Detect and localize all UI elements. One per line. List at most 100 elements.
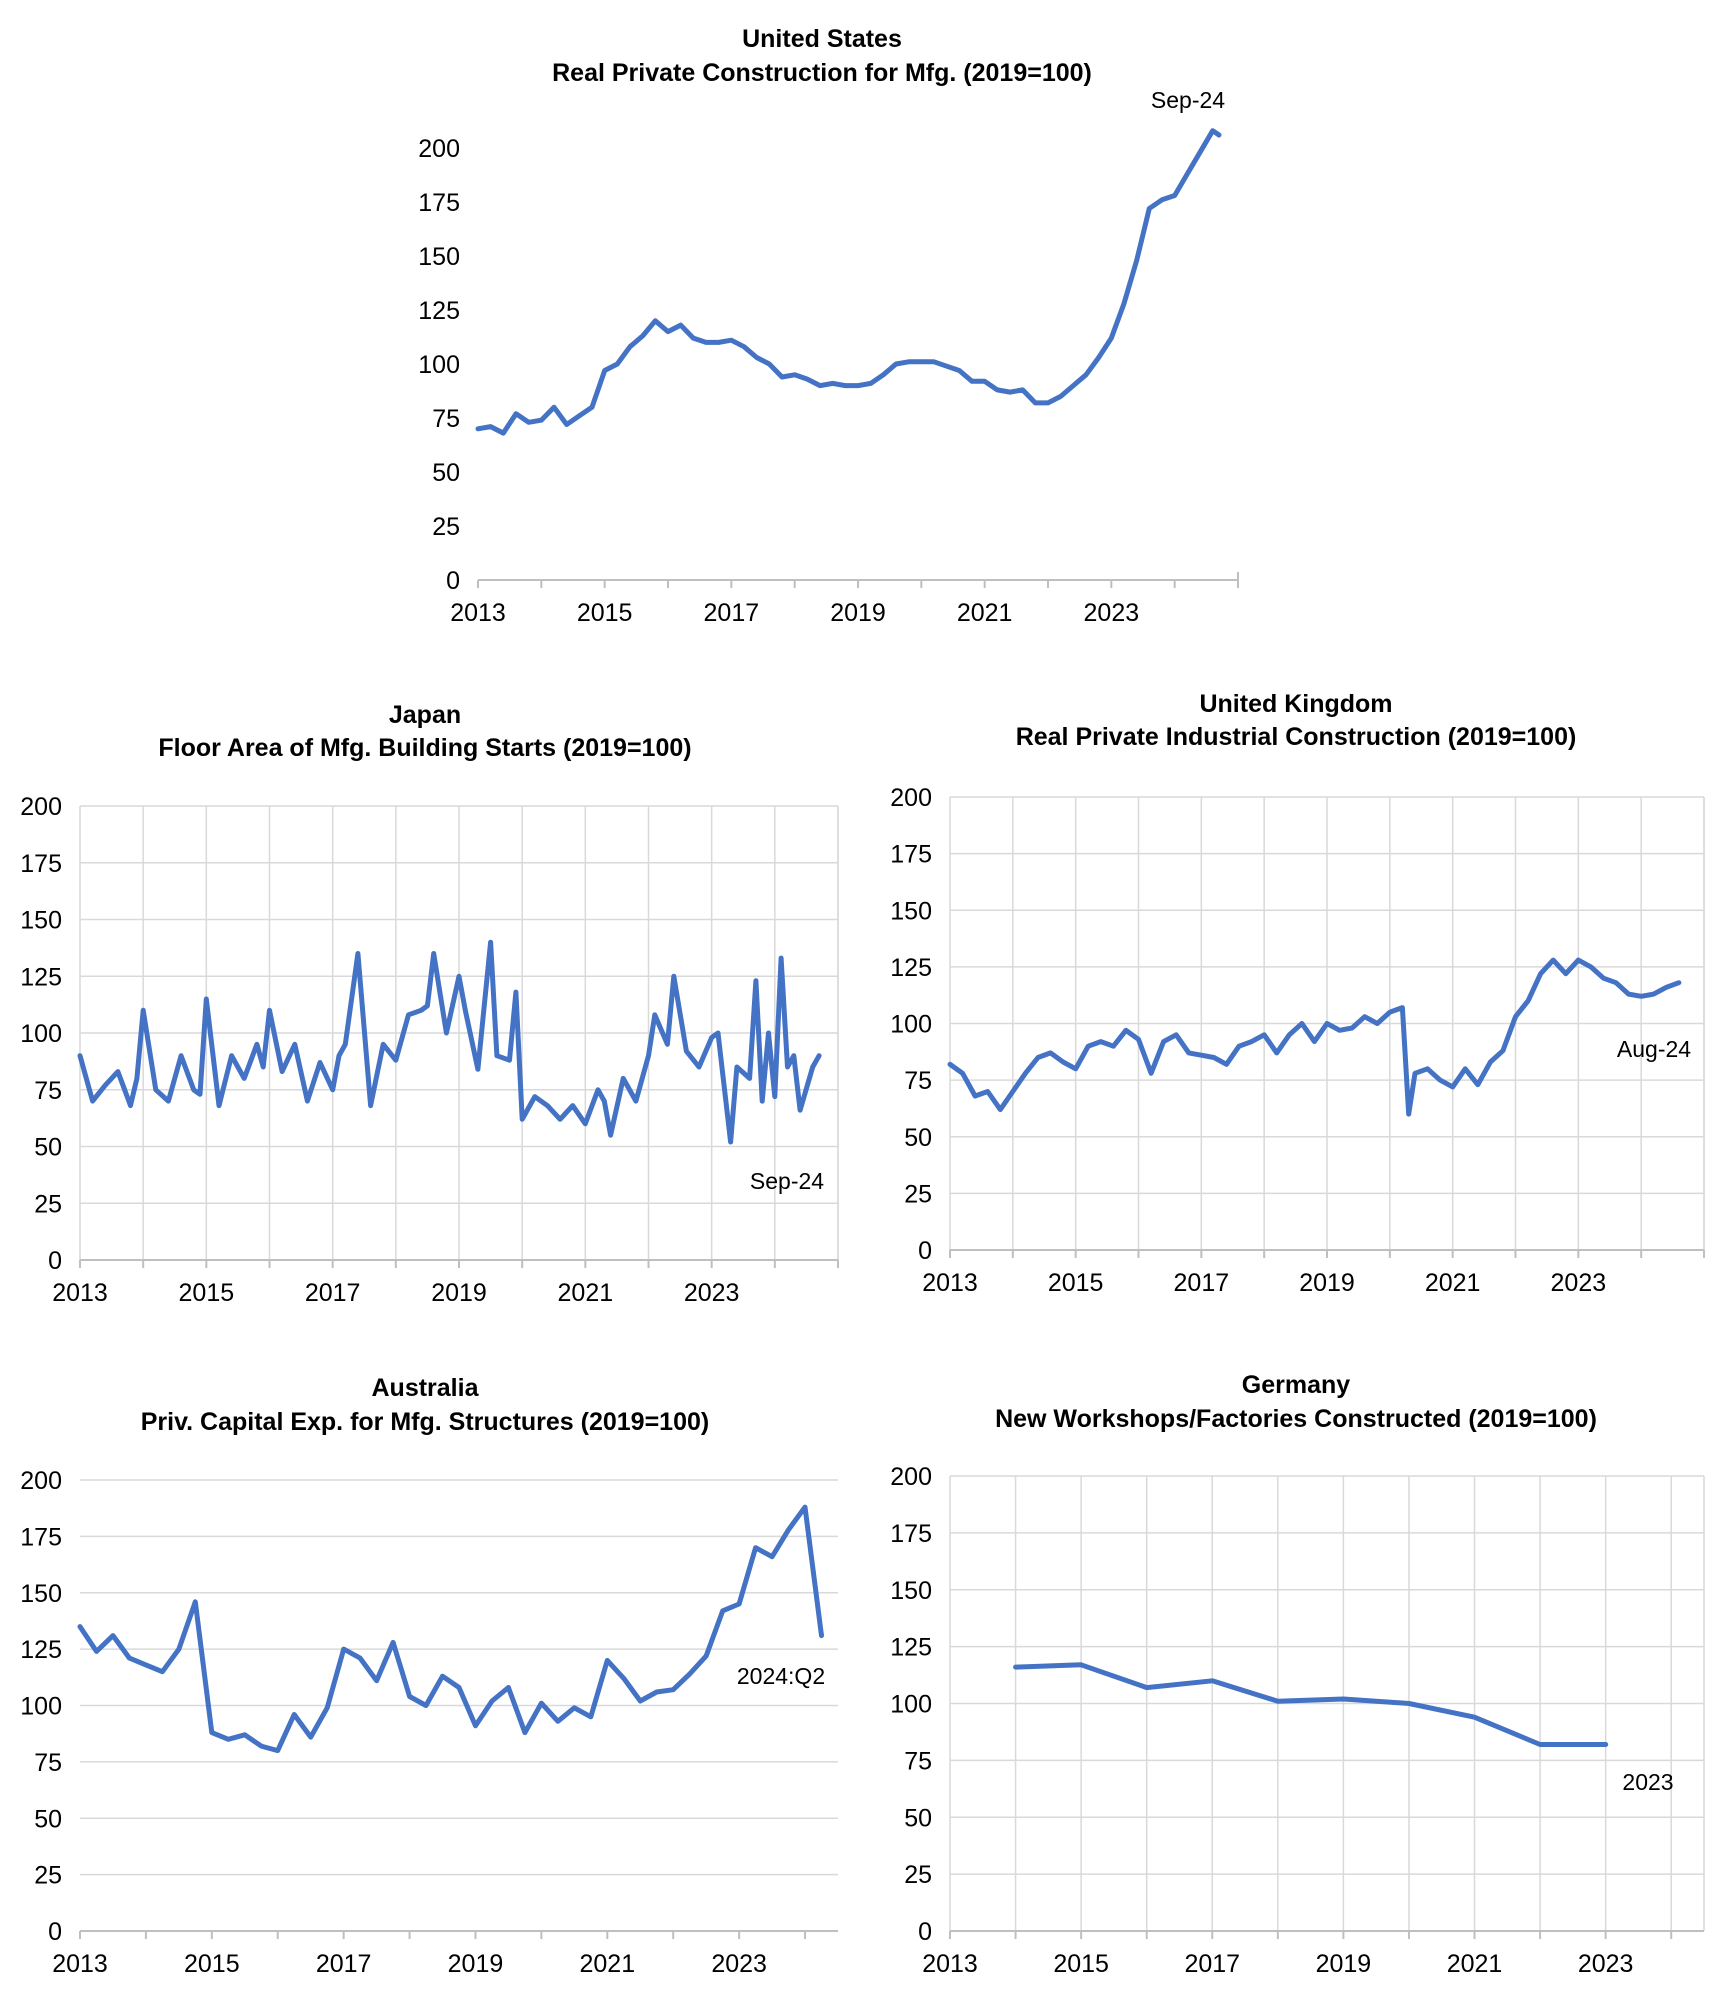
chart-us-annotation: Sep-24: [1151, 87, 1225, 113]
japan-xtick-label: 2021: [558, 1279, 614, 1307]
australia-xtick-label: 2019: [448, 1950, 504, 1978]
chart-uk-annotation: Aug-24: [1617, 1036, 1691, 1062]
us-xtick-label: 2019: [830, 599, 886, 627]
chart-germany-annotation: 2023: [1622, 1769, 1673, 1795]
chart-japan-plot: 0 25 50 75 100 125 150 175 200 2013 2015 2017 2019 20…: [20, 793, 839, 1307]
japan-ytick-label: 200: [20, 793, 62, 821]
chart-japan-annotation: Sep-24: [750, 1168, 824, 1194]
germany-ytick-label: 0: [918, 1918, 932, 1946]
australia-xtick-label: 2017: [316, 1950, 372, 1978]
australia-ytick-label: 0: [48, 1918, 62, 1946]
australia-ytick-label: 175: [20, 1523, 62, 1551]
us-ytick-label: 175: [418, 189, 460, 217]
us-xtick-label: 2015: [577, 599, 633, 627]
australia-ytick-label: 50: [34, 1805, 62, 1833]
uk-xtick-label: 2021: [1425, 1269, 1481, 1297]
germany-xtick-label: 2013: [922, 1950, 978, 1978]
uk-ytick-label: 50: [904, 1124, 932, 1152]
uk-xtick-label: 2015: [1048, 1269, 1104, 1297]
australia-ytick-label: 150: [20, 1580, 62, 1608]
japan-series-line: [77, 939, 822, 1145]
us-xtick-label: 2021: [957, 599, 1013, 627]
chart-germany-plot: 0 25 50 75 100 125 150 175 200 2013 2015 2017 2019 20…: [890, 1463, 1705, 1978]
uk-xtick-label: 2017: [1174, 1269, 1230, 1297]
us-xtick-label: 2017: [704, 599, 760, 627]
japan-ytick-label: 150: [20, 907, 62, 935]
chart-australia: Australia Priv. Capital Exp. for Mfg. St…: [20, 1374, 838, 1978]
japan-ytick-label: 75: [34, 1077, 62, 1105]
germany-ytick-label: 125: [890, 1634, 932, 1662]
us-ytick-label: 25: [432, 513, 460, 541]
uk-ytick-label: 75: [904, 1067, 932, 1095]
australia-xtick-label: 2021: [579, 1950, 635, 1978]
australia-ytick-label: 100: [20, 1693, 62, 1721]
germany-ytick-label: 175: [890, 1520, 932, 1548]
chart-us-title-line2: Real Private Construction for Mfg. (2019…: [552, 59, 1092, 87]
us-ytick-label: 75: [432, 405, 460, 433]
us-series-line: [475, 128, 1222, 436]
us-ytick-label: 100: [418, 351, 460, 379]
uk-series-line: [947, 957, 1682, 1117]
japan-xtick-label: 2019: [431, 1279, 487, 1307]
chart-us-plot: 0 25 50 75 100 125 150 175 200 2013 2015 2017 2019 20…: [418, 128, 1239, 627]
germany-ytick-label: 50: [904, 1804, 932, 1832]
japan-ytick-label: 125: [20, 963, 62, 991]
chart-australia-title-line2: Priv. Capital Exp. for Mfg. Structures (…: [141, 1408, 709, 1436]
uk-ytick-label: 100: [890, 1011, 932, 1039]
uk-xtick-label: 2019: [1299, 1269, 1355, 1297]
australia-ytick-label: 75: [34, 1749, 62, 1777]
germany-xtick-label: 2017: [1184, 1950, 1240, 1978]
uk-ytick-label: 150: [890, 897, 932, 925]
australia-xtick-label: 2023: [711, 1950, 767, 1978]
chart-australia-annotation: 2024:Q2: [737, 1663, 825, 1689]
uk-ytick-label: 125: [890, 954, 932, 982]
chart-australia-title-line1: Australia: [372, 1374, 480, 1402]
germany-xtick-label: 2023: [1578, 1950, 1634, 1978]
australia-xtick-label: 2013: [52, 1950, 108, 1978]
japan-xtick-label: 2015: [179, 1279, 235, 1307]
us-ytick-label: 200: [418, 135, 460, 163]
germany-ytick-label: 100: [890, 1691, 932, 1719]
chart-us: United States Real Private Construction …: [418, 25, 1239, 627]
australia-ytick-label: 200: [20, 1467, 62, 1495]
germany-ytick-label: 75: [904, 1747, 932, 1775]
japan-ytick-label: 25: [34, 1190, 62, 1218]
germany-ytick-label: 200: [890, 1463, 932, 1491]
uk-ytick-label: 0: [918, 1237, 932, 1265]
chart-uk-plot: 0 25 50 75 100 125 150 175 200 2013 2015 2017 2019 20…: [890, 784, 1705, 1297]
us-ytick-label: 125: [418, 297, 460, 325]
germany-ytick-label: 150: [890, 1577, 932, 1605]
chart-germany-title-line1: Germany: [1242, 1371, 1350, 1399]
us-xtick-label: 2013: [450, 599, 506, 627]
us-ytick-label: 0: [446, 567, 460, 595]
us-ytick-label: 50: [432, 459, 460, 487]
uk-ytick-label: 200: [890, 784, 932, 812]
germany-xtick-label: 2015: [1053, 1950, 1109, 1978]
us-xtick-label: 2023: [1084, 599, 1140, 627]
japan-ytick-label: 100: [20, 1020, 62, 1048]
australia-ytick-label: 125: [20, 1636, 62, 1664]
japan-xtick-label: 2017: [305, 1279, 361, 1307]
uk-ytick-label: 175: [890, 841, 932, 869]
uk-ytick-label: 25: [904, 1180, 932, 1208]
germany-xtick-label: 2021: [1447, 1950, 1503, 1978]
chart-us-title-line1: United States: [742, 25, 902, 53]
us-ytick-label: 150: [418, 243, 460, 271]
chart-australia-plot: 0 25 50 75 100 125 150 175 200 2013 2015 2017 2019 20…: [20, 1467, 838, 1978]
uk-xtick-label: 2023: [1551, 1269, 1607, 1297]
uk-xtick-label: 2013: [922, 1269, 978, 1297]
australia-ytick-label: 25: [34, 1862, 62, 1890]
chart-uk-title-line1: United Kingdom: [1199, 690, 1392, 718]
japan-ytick-label: 50: [34, 1134, 62, 1162]
germany-xtick-label: 2019: [1316, 1950, 1372, 1978]
australia-xtick-label: 2015: [184, 1950, 240, 1978]
chart-japan-title-line1: Japan: [389, 701, 461, 729]
japan-xtick-label: 2013: [52, 1279, 108, 1307]
japan-xtick-label: 2023: [684, 1279, 740, 1307]
chart-germany-title-line2: New Workshops/Factories Constructed (201…: [995, 1405, 1597, 1433]
germany-series-line: [1013, 1662, 1609, 1747]
chart-uk-title-line2: Real Private Industrial Construction (20…: [1016, 723, 1577, 751]
japan-ytick-label: 0: [48, 1247, 62, 1275]
germany-ytick-label: 25: [904, 1861, 932, 1889]
